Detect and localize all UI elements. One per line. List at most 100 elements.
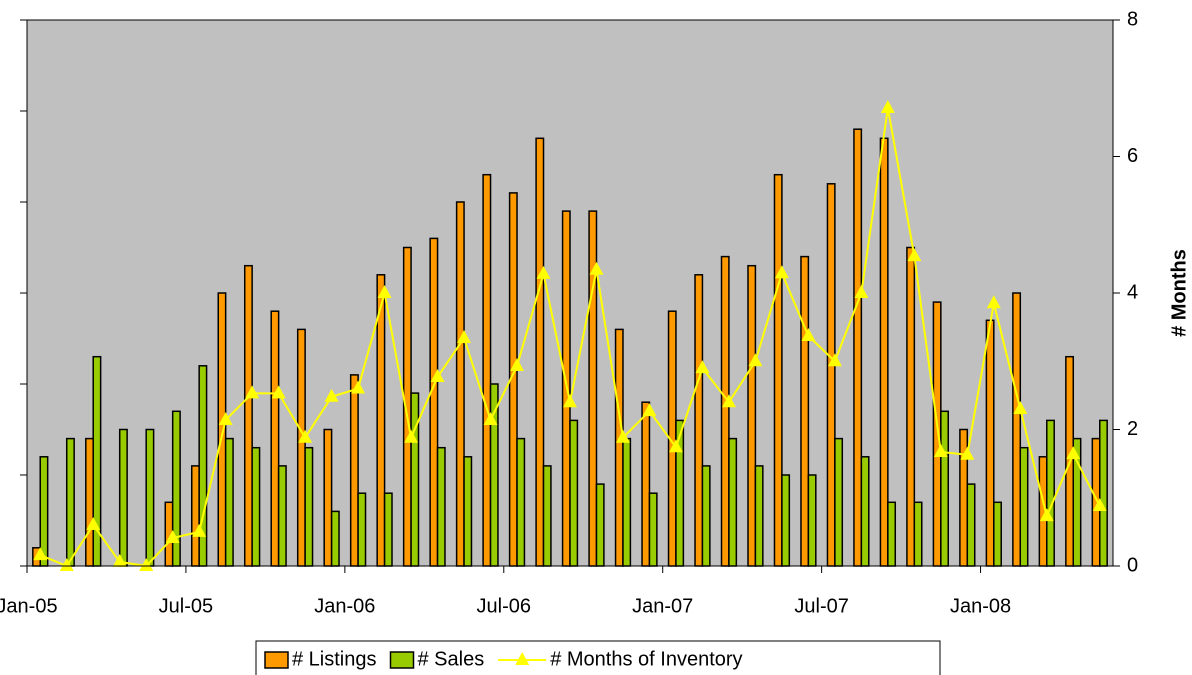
bar	[217, 292, 227, 567]
marker	[510, 358, 525, 372]
marker	[218, 411, 233, 425]
bar	[807, 474, 817, 567]
marker	[907, 248, 922, 262]
marker	[192, 523, 207, 537]
marker	[1039, 508, 1054, 522]
marker	[854, 285, 869, 298]
bar	[569, 419, 579, 567]
bar	[118, 428, 128, 567]
bar	[429, 237, 439, 567]
marker	[880, 100, 895, 114]
bar	[463, 456, 473, 567]
y2-tick-label: 2	[1127, 418, 1138, 440]
marker	[139, 558, 154, 571]
bar	[728, 437, 738, 567]
bar	[720, 255, 730, 567]
marker	[827, 353, 842, 367]
marker	[748, 353, 763, 367]
marker	[86, 517, 101, 531]
x-tick-label: Jan-07	[632, 595, 693, 617]
bar	[251, 446, 261, 567]
y2-tick-label: 6	[1127, 145, 1138, 167]
marker	[774, 265, 789, 279]
bar	[330, 510, 340, 567]
bar	[932, 301, 942, 567]
bar	[323, 428, 333, 567]
bar	[747, 264, 757, 567]
marker	[377, 285, 392, 298]
bar	[243, 264, 253, 567]
bar	[304, 446, 314, 567]
bar	[1046, 419, 1055, 567]
marker	[668, 439, 683, 453]
bar	[455, 201, 465, 567]
marker	[589, 261, 604, 275]
legend-marker	[515, 652, 530, 665]
bar	[595, 483, 605, 567]
marker	[483, 411, 498, 425]
bar	[535, 137, 545, 567]
bar	[1099, 419, 1108, 567]
bar	[985, 319, 995, 567]
legend-label: # Listings	[292, 648, 377, 670]
marker	[245, 385, 260, 399]
bar	[754, 465, 764, 567]
legend-label: # Months of Inventory	[550, 648, 742, 670]
bar	[826, 183, 836, 567]
bar	[701, 465, 711, 567]
bar	[694, 274, 704, 567]
bar	[357, 492, 367, 567]
marker	[801, 327, 816, 341]
marker	[960, 446, 975, 460]
x-tick-label: Jan-05	[0, 595, 58, 617]
marker	[33, 547, 48, 561]
bar	[773, 173, 783, 567]
marker	[615, 429, 630, 443]
bar	[1012, 292, 1022, 567]
bar	[436, 446, 446, 567]
bar	[781, 474, 791, 567]
marker	[430, 368, 445, 382]
marker	[324, 388, 339, 402]
bar	[145, 428, 155, 567]
bar	[853, 128, 863, 567]
marker	[271, 385, 286, 399]
bar	[410, 392, 420, 567]
bar	[906, 246, 916, 567]
marker	[1066, 446, 1081, 460]
bar	[65, 437, 75, 567]
y2-tick-label: 0	[1127, 554, 1138, 576]
legend-swatch	[264, 651, 289, 669]
bar	[622, 437, 632, 567]
bar	[993, 501, 1002, 567]
marker	[298, 429, 313, 443]
bar	[614, 328, 624, 567]
bar	[834, 437, 844, 567]
marker	[536, 265, 551, 279]
marker	[563, 394, 577, 408]
bar	[648, 492, 658, 567]
bar	[482, 173, 492, 567]
marker	[404, 429, 419, 443]
bar	[516, 437, 526, 567]
legend-swatch	[389, 651, 415, 669]
bar	[277, 465, 287, 567]
bar	[542, 465, 552, 567]
bar	[224, 437, 234, 567]
legend-box	[255, 640, 941, 675]
bar	[940, 410, 949, 567]
marker	[112, 553, 127, 567]
bar	[800, 255, 810, 567]
bar	[85, 437, 94, 567]
bar	[887, 501, 897, 567]
x-tick-label: Jan-08	[950, 595, 1011, 617]
bar	[383, 492, 393, 567]
marker	[695, 360, 710, 374]
marker	[59, 558, 74, 571]
bar	[860, 456, 870, 567]
bar	[966, 483, 976, 567]
marker	[721, 394, 736, 408]
marker	[1013, 401, 1028, 415]
